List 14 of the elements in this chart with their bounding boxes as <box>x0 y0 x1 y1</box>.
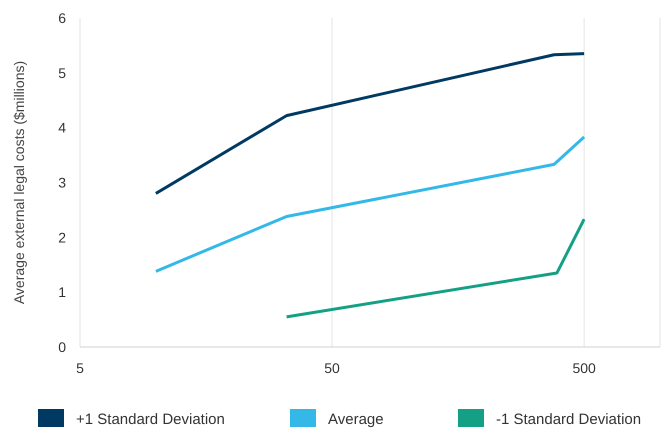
legend-label: Average <box>328 411 384 428</box>
y-tick-label: 2 <box>58 229 66 246</box>
y-tick-label: 6 <box>58 10 66 26</box>
legend-label: +1 Standard Deviation <box>76 411 225 428</box>
x-tick-label: 500 <box>572 360 596 376</box>
y-tick-label: 0 <box>58 339 66 355</box>
y-tick-label: 5 <box>58 64 66 81</box>
legend-label: -1 Standard Deviation <box>496 411 642 428</box>
y-tick-label: 4 <box>58 120 66 136</box>
y-tick-label: 3 <box>58 174 66 190</box>
y-tick-label: 1 <box>58 284 66 300</box>
x-tick-label: 50 <box>324 360 340 376</box>
y-axis-title: Average external legal costs ($millions) <box>11 60 27 304</box>
x-tick-label: 5 <box>76 360 84 376</box>
